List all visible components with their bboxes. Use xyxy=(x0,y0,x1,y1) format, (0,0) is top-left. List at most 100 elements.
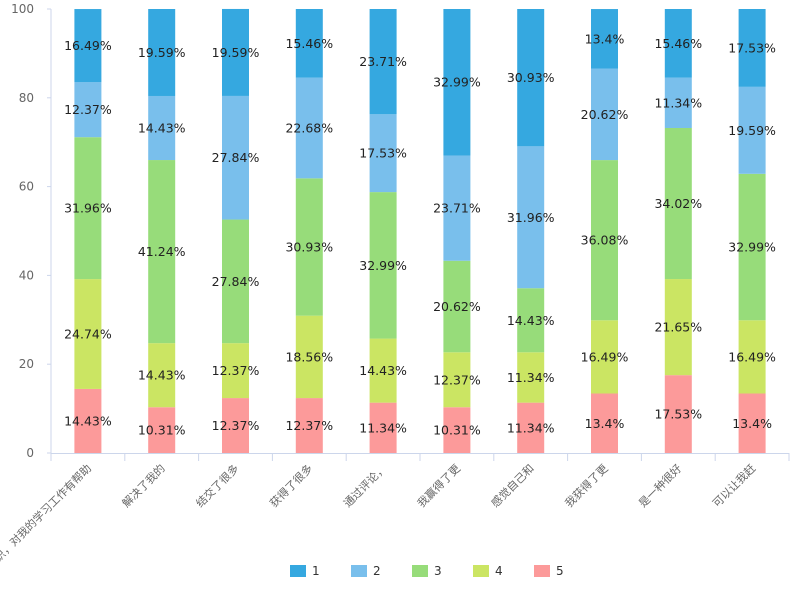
data-label: 22.68% xyxy=(285,120,333,135)
bar-segment xyxy=(295,398,323,453)
x-category-label: 解决了我的 xyxy=(119,461,168,510)
bar-segment xyxy=(148,9,176,96)
x-category-label: 拓展了知识，对我的学习工作有帮助 xyxy=(0,461,94,595)
data-label: 27.84% xyxy=(212,274,260,289)
data-label: 11.34% xyxy=(507,420,555,435)
legend-swatch[interactable] xyxy=(473,565,489,577)
bar-segment xyxy=(295,178,323,316)
data-label: 12.37% xyxy=(212,418,260,433)
bar-segment xyxy=(443,260,471,353)
y-tick-label: 20 xyxy=(19,357,34,371)
legend-swatch[interactable] xyxy=(351,565,367,577)
data-label: 11.34% xyxy=(359,420,407,435)
bar-segment xyxy=(222,8,249,96)
data-label: 21.65% xyxy=(654,320,702,335)
bar-segment xyxy=(74,9,102,83)
bar-segment xyxy=(664,9,692,78)
bar-segment xyxy=(517,9,545,147)
data-label: 23.71% xyxy=(359,54,407,69)
data-label: 16.49% xyxy=(581,349,629,364)
bar-segment xyxy=(443,9,471,156)
bar-segment xyxy=(369,402,397,453)
bar-segment xyxy=(369,9,397,115)
bar-segment xyxy=(74,388,102,453)
data-label: 10.31% xyxy=(138,423,186,438)
legend-label[interactable]: 5 xyxy=(556,564,564,578)
bar-segment xyxy=(517,288,545,353)
bar-segment xyxy=(664,279,692,376)
bar-segment xyxy=(443,155,471,261)
bar-segment xyxy=(295,9,323,78)
bar-segment xyxy=(591,393,618,453)
bar-segment xyxy=(369,114,397,193)
legend-label[interactable]: 3 xyxy=(434,564,442,578)
legend-swatch[interactable] xyxy=(290,565,306,577)
bar-segment xyxy=(517,146,545,289)
data-label: 18.56% xyxy=(285,349,333,364)
bar-segment xyxy=(443,407,471,453)
bar-segment xyxy=(591,9,618,69)
bar-segment xyxy=(738,320,766,394)
bar-segment xyxy=(222,343,249,399)
bar-segment xyxy=(664,127,692,280)
data-label: 32.99% xyxy=(359,258,407,273)
data-label: 12.37% xyxy=(212,363,260,378)
legend-label[interactable]: 1 xyxy=(312,564,320,578)
data-label: 27.84% xyxy=(212,150,260,165)
data-label: 14.43% xyxy=(64,413,112,428)
data-label: 12.37% xyxy=(285,418,333,433)
legend-swatch[interactable] xyxy=(412,565,428,577)
data-label: 11.34% xyxy=(654,95,702,110)
x-category-label: 感觉自己和 xyxy=(489,462,537,510)
legend-label[interactable]: 4 xyxy=(495,564,503,578)
bar-segment xyxy=(148,343,176,408)
data-label: 23.71% xyxy=(433,201,481,216)
bar-segment xyxy=(738,9,766,87)
data-label: 32.99% xyxy=(433,75,481,90)
bar-segment xyxy=(591,160,618,321)
data-label: 16.49% xyxy=(728,349,776,364)
data-label: 14.43% xyxy=(138,368,186,383)
y-tick-label: 40 xyxy=(19,268,34,282)
bar-segment xyxy=(222,95,249,220)
data-label: 17.53% xyxy=(359,146,407,161)
data-label: 19.59% xyxy=(212,45,260,60)
x-category-label: 我获得了更 xyxy=(563,462,611,510)
bar-segment xyxy=(74,279,102,389)
legend-label[interactable]: 2 xyxy=(373,564,381,578)
x-category-label: 我赢得了更 xyxy=(414,461,463,510)
data-label: 14.43% xyxy=(507,313,555,328)
y-tick-label: 100 xyxy=(11,2,34,16)
y-tick-label: 60 xyxy=(19,180,34,194)
data-label: 15.46% xyxy=(285,36,333,51)
data-label: 32.99% xyxy=(728,240,776,255)
data-label: 24.74% xyxy=(64,327,112,342)
bar-segment xyxy=(443,352,471,408)
bar-segment xyxy=(591,320,618,394)
x-category-label: 结交了很多 xyxy=(193,461,242,510)
data-label: 19.59% xyxy=(728,123,776,138)
data-label: 16.49% xyxy=(64,38,112,53)
x-category-label: 是一种很好 xyxy=(636,461,685,510)
bar-segment xyxy=(222,219,249,344)
data-label: 14.43% xyxy=(359,363,407,378)
bar-segment xyxy=(738,86,766,174)
y-tick-label: 0 xyxy=(26,446,34,460)
bar-segment xyxy=(148,160,176,344)
bar-segment xyxy=(222,398,249,453)
bar-segment xyxy=(74,137,102,280)
data-label: 34.02% xyxy=(654,196,702,211)
data-label: 20.62% xyxy=(433,299,481,314)
data-label: 31.96% xyxy=(64,201,112,216)
data-label: 15.46% xyxy=(654,36,702,51)
bar-segment xyxy=(738,173,766,321)
legend-swatch[interactable] xyxy=(534,565,550,577)
data-label: 17.53% xyxy=(654,407,702,422)
bar-segment xyxy=(664,77,692,128)
data-label: 17.53% xyxy=(728,40,776,55)
data-label: 10.31% xyxy=(433,423,481,438)
data-label: 19.59% xyxy=(138,45,186,60)
x-category-label: 通过评论， xyxy=(340,461,389,510)
bar-segment xyxy=(664,375,692,453)
